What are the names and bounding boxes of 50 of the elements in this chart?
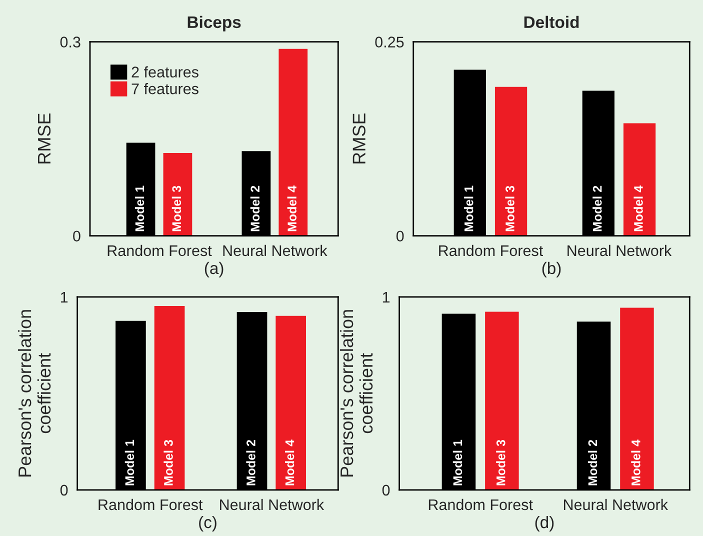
chart-title: Biceps [188,16,241,32]
data-label: Model 4 [285,440,294,486]
data-label: Model 4 [631,440,640,486]
y-axis-title: RMSE [352,114,366,164]
y-axis-title: Pearson's correlation coefficient [18,310,51,476]
y-tick-label: 0.3 [60,36,80,48]
x-tick-label: Random Forest [428,498,533,510]
data-label: Model 4 [634,185,643,232]
chart-title: Deltoid [524,16,579,28]
legend-label: 7 features [132,83,198,94]
x-tick-label: Neural Network [220,498,324,510]
data-label: Model 2 [246,440,256,486]
data-label: Model 1 [452,440,462,486]
bar [494,86,528,236]
y-tick-label: 0 [396,230,404,242]
x-tick-label: Neural Network [564,498,668,510]
x-axis-title: (d) [535,516,554,532]
bar [163,153,192,236]
data-label: Model 3 [496,440,506,486]
y-axis-title: RMSE [38,114,51,164]
y-tick-label: 0 [382,484,390,496]
data-label: Model 3 [505,186,514,232]
x-tick-label: Neural Network [568,244,672,256]
y-axis-title: Pearson's correlation coefficient [340,310,373,476]
x-tick-label: Random Forest [439,244,543,256]
bar [278,48,308,236]
data-label: Model 1 [124,440,134,486]
y-tick-label: 0 [73,230,80,242]
y-tick-label: 0 [60,484,68,496]
bar [154,306,185,490]
bar [276,316,306,490]
x-tick-label: Random Forest [98,498,203,510]
data-label: Model 3 [164,440,173,486]
y-tick-label: 1 [382,292,390,302]
x-tick-label: Neural Network [223,244,328,256]
data-label: Model 2 [588,440,598,486]
bar [623,123,656,236]
x-axis-title: (b) [542,262,561,278]
data-label: Model 2 [250,186,260,232]
y-tick-label: 1 [60,292,68,302]
data-label: Model 1 [464,186,474,232]
y-tick-label: 0.25 [375,36,404,48]
x-axis-title: (a) [204,262,224,278]
legend-label: 2 features [132,66,198,78]
data-label: Model 3 [172,186,182,232]
data-label: Model 2 [592,186,602,232]
data-label: Model 4 [287,185,296,232]
x-tick-label: Random Forest [108,244,212,256]
data-label: Model 1 [134,186,144,232]
x-axis-title: (c) [199,516,216,532]
